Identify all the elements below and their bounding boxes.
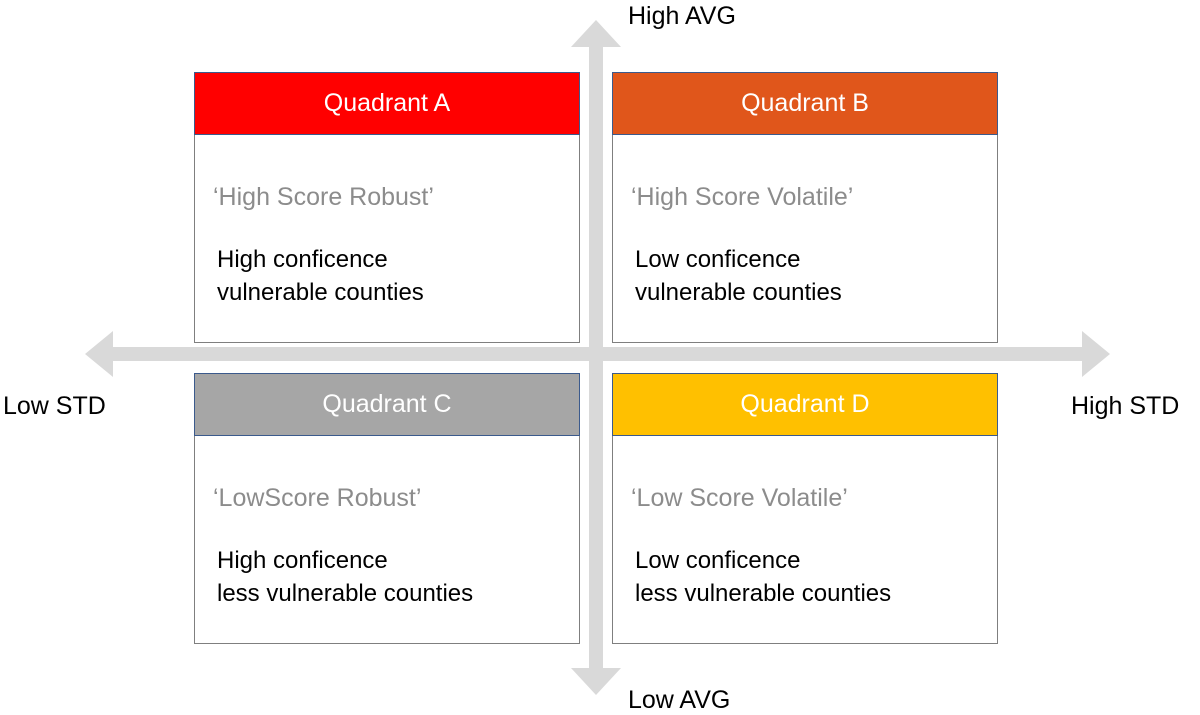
axis-label-high-std: High STD [1071,392,1180,420]
quadrant-b-subtitle: ‘High Score Volatile’ [631,183,854,211]
quadrant-c-desc-line-1: High conficence [217,547,388,574]
quadrant-b-desc-line-2: vulnerable counties [635,279,842,306]
quadrant-a-subtitle: ‘High Score Robust’ [213,183,434,211]
quadrant-b: Quadrant B ‘High Score Volatile’ Low con… [612,72,998,343]
quadrant-d-description: Low conficence less vulnerable counties [635,544,891,610]
quadrant-b-body: ‘High Score Volatile’ Low conficence vul… [612,135,998,343]
quadrant-d: Quadrant D ‘Low Score Volatile’ Low conf… [612,373,998,644]
quadrant-d-desc-line-1: Low conficence [635,547,801,574]
quadrant-a-desc-line-2: vulnerable counties [217,279,424,306]
quadrant-c-body: ‘LowScore Robust’ High conficence less v… [194,436,580,644]
horizontal-axis-arrow [85,331,1110,377]
quadrant-d-header: Quadrant D [612,373,998,436]
quadrant-b-header: Quadrant B [612,72,998,135]
quadrant-c-subtitle: ‘LowScore Robust’ [213,484,422,512]
quadrant-a-body: ‘High Score Robust’ High conficence vuln… [194,135,580,343]
quadrant-b-desc-line-1: Low conficence [635,246,801,273]
quadrant-c-header: Quadrant C [194,373,580,436]
quadrant-d-desc-line-2: less vulnerable counties [635,580,892,607]
quadrant-d-subtitle: ‘Low Score Volatile’ [631,484,848,512]
quadrant-c-description: High conficence less vulnerable counties [217,544,473,610]
quadrant-a-header: Quadrant A [194,72,580,135]
quadrant-a-desc-line-1: High conficence [217,246,388,273]
axis-label-low-avg: Low AVG [628,686,731,714]
axis-label-low-std: Low STD [3,392,106,420]
quadrant-d-body: ‘Low Score Volatile’ Low conficence less… [612,436,998,644]
axis-label-high-avg: High AVG [628,2,736,30]
quadrant-c-desc-line-2: less vulnerable counties [217,580,474,607]
quadrant-a-description: High conficence vulnerable counties [217,243,424,309]
quadrant-a: Quadrant A ‘High Score Robust’ High conf… [194,72,580,343]
quadrant-c: Quadrant C ‘LowScore Robust’ High confic… [194,373,580,644]
quadrant-b-description: Low conficence vulnerable counties [635,243,842,309]
